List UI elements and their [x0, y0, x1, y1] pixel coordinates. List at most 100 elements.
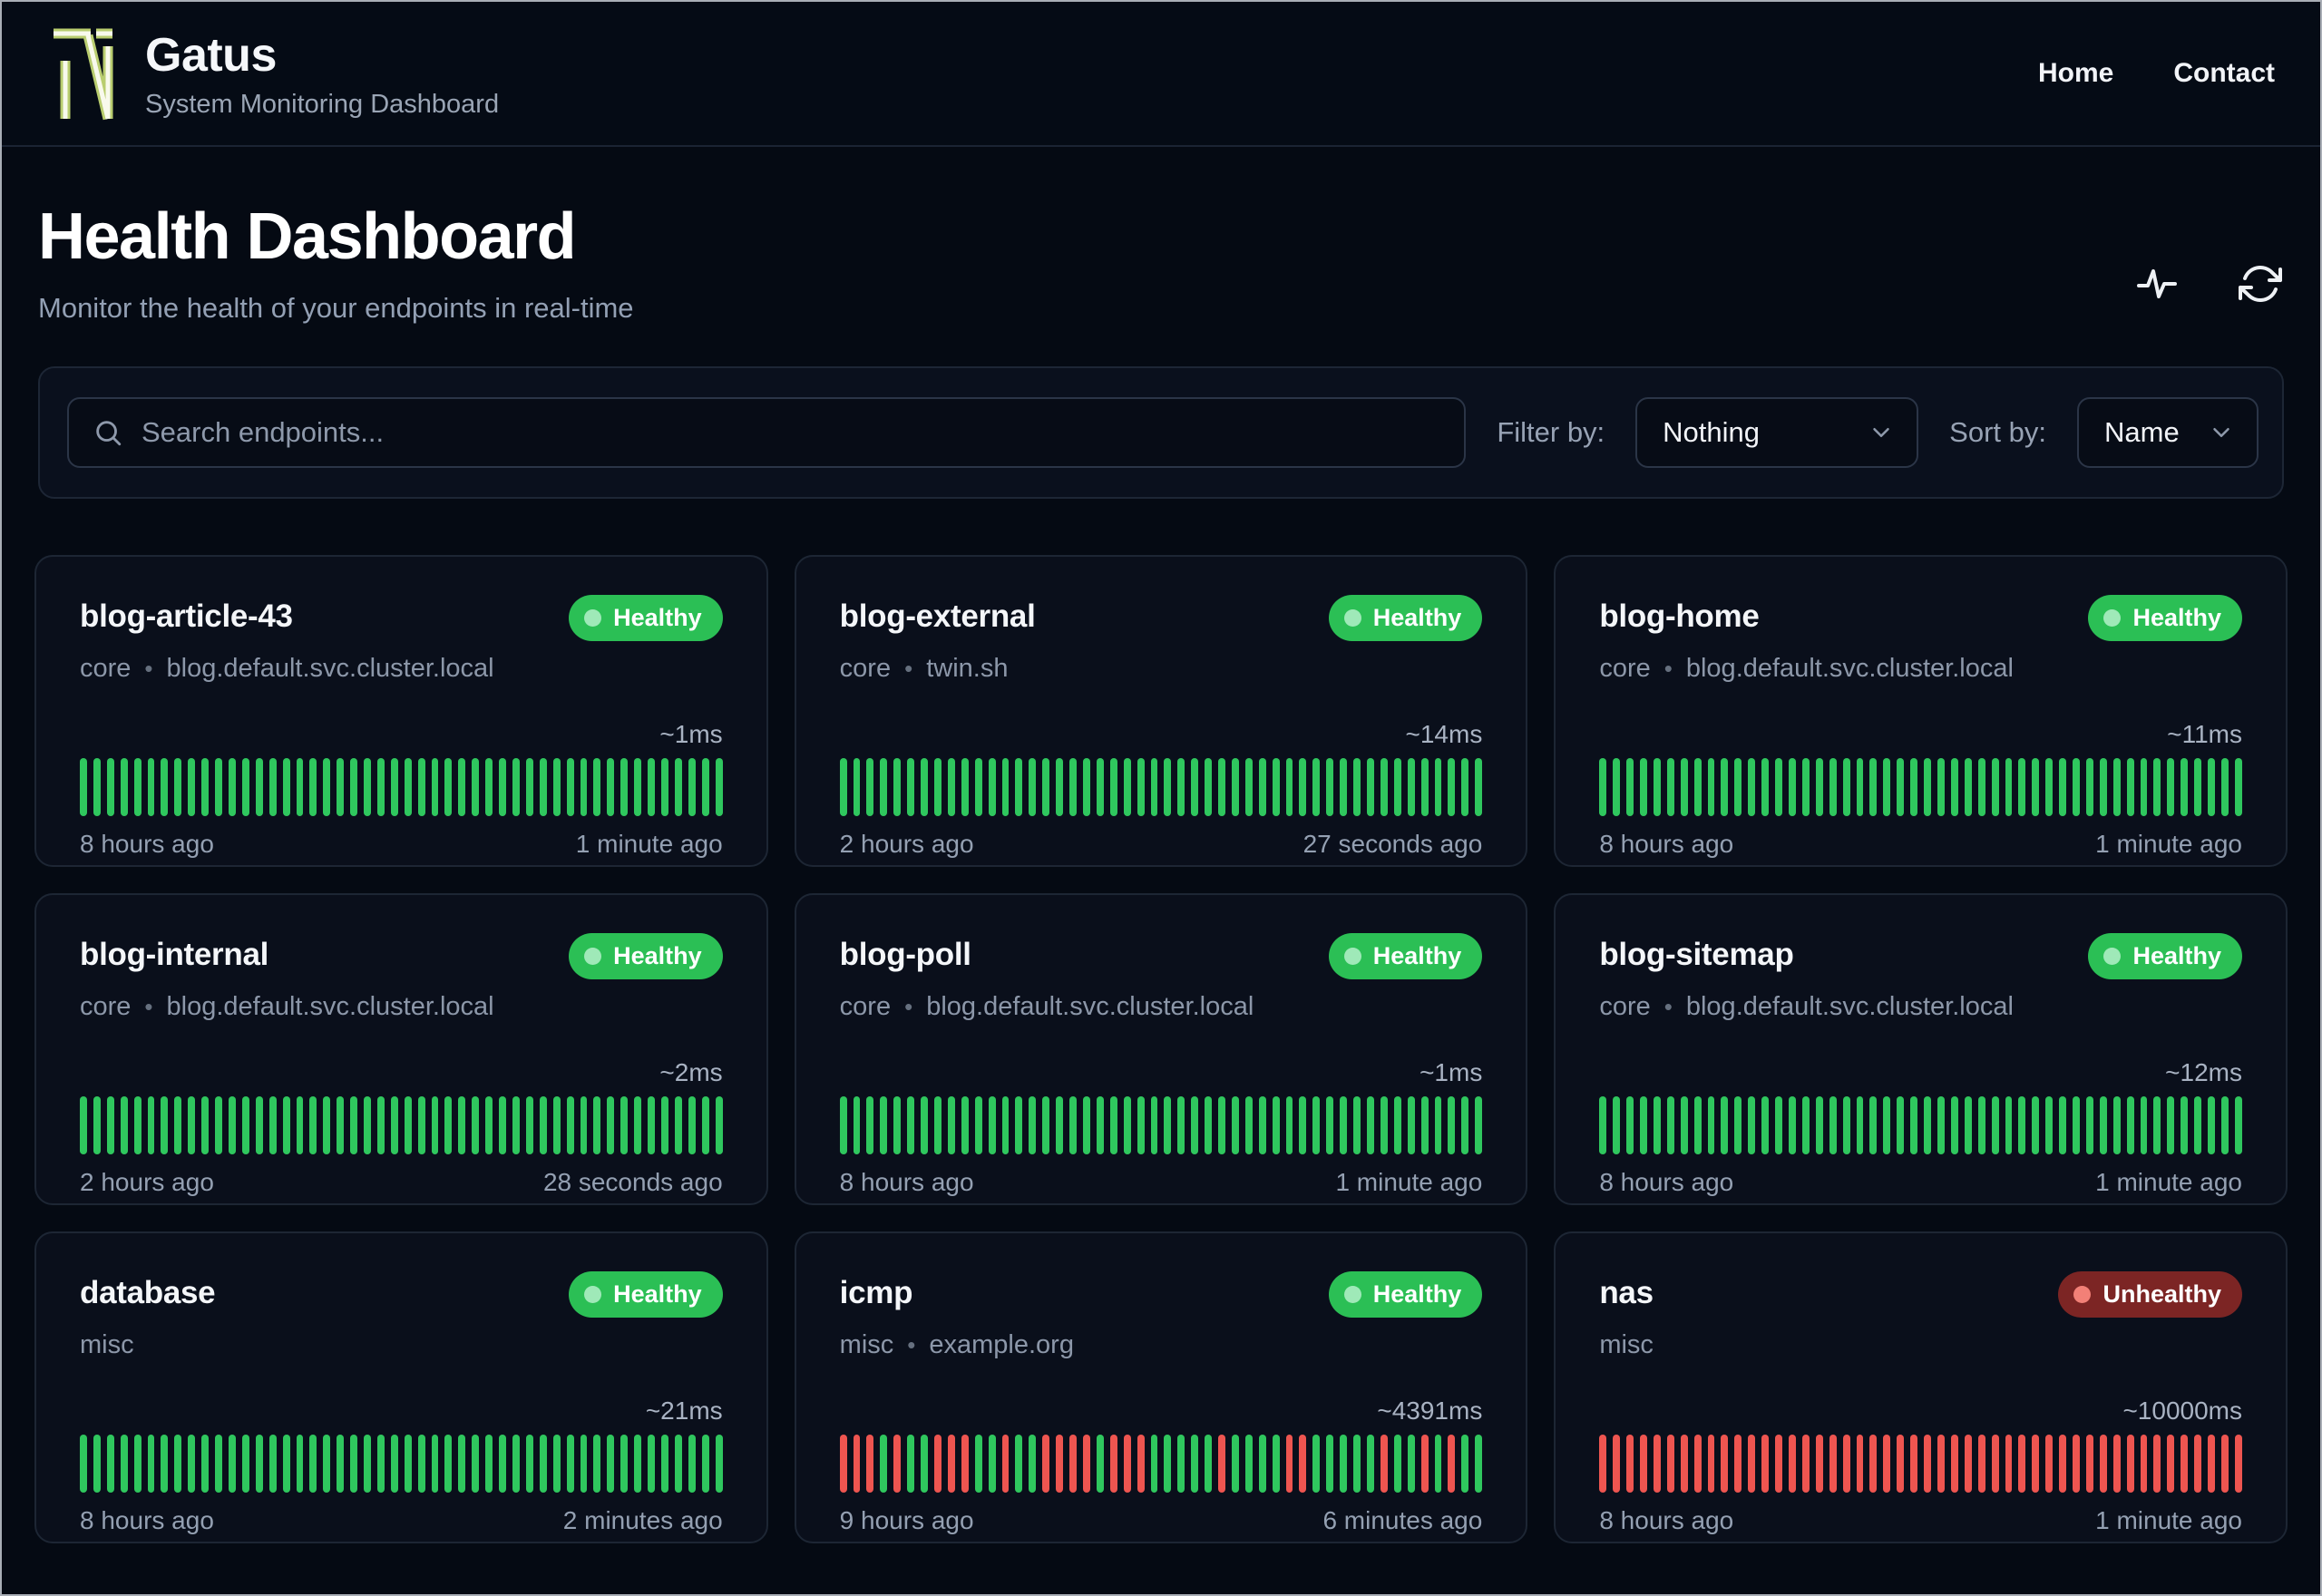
history-bar-success[interactable]: [350, 758, 358, 816]
history-bar-success[interactable]: [1244, 758, 1253, 816]
history-bar-success[interactable]: [201, 758, 210, 816]
history-bar-success[interactable]: [1977, 758, 1985, 816]
history-bar-success[interactable]: [1869, 758, 1878, 816]
history-bar-success[interactable]: [839, 1096, 847, 1154]
endpoint-card[interactable]: blog-sitemap Healthy core • blog.default…: [1554, 893, 2288, 1205]
history-bar-success[interactable]: [1856, 758, 1864, 816]
history-bar-success[interactable]: [1082, 758, 1090, 816]
history-bar-success[interactable]: [1910, 758, 1918, 816]
history-bar-failure[interactable]: [1420, 1435, 1429, 1493]
history-bar-success[interactable]: [1056, 1096, 1064, 1154]
history-bar-success[interactable]: [2073, 758, 2080, 816]
history-bar-success[interactable]: [499, 758, 506, 816]
history-bar-failure[interactable]: [2194, 1435, 2202, 1493]
history-bar-success[interactable]: [2140, 1096, 2148, 1154]
endpoint-card[interactable]: blog-article-43 Healthy core • blog.defa…: [34, 555, 768, 867]
history-bar-success[interactable]: [1964, 1096, 1972, 1154]
history-bar-success[interactable]: [2167, 1096, 2175, 1154]
history-bar-failure[interactable]: [1842, 1435, 1850, 1493]
history-bar-success[interactable]: [620, 1096, 629, 1154]
history-bar-success[interactable]: [1001, 758, 1010, 816]
history-bar-success[interactable]: [1626, 758, 1634, 816]
history-bar-success[interactable]: [1599, 758, 1607, 816]
history-bar-success[interactable]: [1721, 758, 1729, 816]
history-bar-success[interactable]: [147, 1096, 155, 1154]
history-bar-success[interactable]: [364, 1435, 371, 1493]
history-bar-success[interactable]: [961, 758, 969, 816]
history-bar-success[interactable]: [404, 1096, 412, 1154]
history-bar-success[interactable]: [512, 1096, 520, 1154]
history-bar-failure[interactable]: [1950, 1435, 1958, 1493]
history-bar-success[interactable]: [525, 1096, 533, 1154]
history-bar-success[interactable]: [2181, 758, 2189, 816]
history-bar-success[interactable]: [1258, 1096, 1266, 1154]
history-bar-success[interactable]: [1407, 1096, 1415, 1154]
filter-select[interactable]: Nothing: [1635, 397, 1919, 468]
history-bar-success[interactable]: [880, 1096, 888, 1154]
history-bar-success[interactable]: [80, 1435, 87, 1493]
history-bar-success[interactable]: [525, 758, 533, 816]
history-bar-success[interactable]: [458, 1435, 466, 1493]
history-bar-success[interactable]: [1910, 1096, 1918, 1154]
history-bar-success[interactable]: [472, 1096, 480, 1154]
history-bar-failure[interactable]: [1380, 1435, 1388, 1493]
history-bar-success[interactable]: [1340, 1435, 1348, 1493]
history-bar-success[interactable]: [215, 758, 222, 816]
history-bar-success[interactable]: [539, 758, 547, 816]
history-bar-success[interactable]: [1666, 758, 1674, 816]
history-bar-success[interactable]: [1258, 758, 1266, 816]
history-bar-success[interactable]: [1109, 758, 1117, 816]
history-bar-success[interactable]: [1950, 1096, 1958, 1154]
history-bar-failure[interactable]: [2112, 1435, 2121, 1493]
history-bar-success[interactable]: [934, 1096, 941, 1154]
history-bar-success[interactable]: [201, 1435, 210, 1493]
history-bar-success[interactable]: [106, 1435, 114, 1493]
history-bar-success[interactable]: [255, 1096, 263, 1154]
history-bar-success[interactable]: [607, 758, 615, 816]
history-bar-success[interactable]: [853, 758, 861, 816]
history-bar-failure[interactable]: [1218, 1435, 1225, 1493]
history-bar-success[interactable]: [1137, 758, 1145, 816]
history-bar-success[interactable]: [174, 1435, 182, 1493]
history-bar-failure[interactable]: [2032, 1435, 2040, 1493]
history-bar-success[interactable]: [2112, 1096, 2121, 1154]
history-bar-success[interactable]: [1897, 1096, 1905, 1154]
history-bar-success[interactable]: [1707, 758, 1715, 816]
history-bar-success[interactable]: [1082, 1096, 1090, 1154]
history-bar-success[interactable]: [1326, 1435, 1334, 1493]
history-bar-success[interactable]: [880, 1435, 888, 1493]
history-bar-failure[interactable]: [2126, 1435, 2134, 1493]
history-bar-success[interactable]: [1897, 758, 1905, 816]
history-bar-success[interactable]: [241, 1096, 249, 1154]
history-bar-success[interactable]: [1924, 758, 1931, 816]
history-bar-success[interactable]: [1056, 758, 1064, 816]
history-bar-success[interactable]: [309, 1096, 317, 1154]
history-bar-failure[interactable]: [2208, 1435, 2216, 1493]
history-bar-success[interactable]: [566, 1096, 574, 1154]
history-bar-success[interactable]: [1137, 1096, 1145, 1154]
history-bar-success[interactable]: [1883, 1096, 1891, 1154]
history-bar-success[interactable]: [2181, 1096, 2189, 1154]
history-bar-success[interactable]: [188, 1096, 196, 1154]
history-bar-success[interactable]: [2085, 1096, 2093, 1154]
history-bar-success[interactable]: [2126, 1096, 2134, 1154]
history-bar-success[interactable]: [893, 1096, 902, 1154]
history-bar-success[interactable]: [1924, 1096, 1931, 1154]
history-bar-success[interactable]: [1653, 1096, 1661, 1154]
history-bar-failure[interactable]: [1789, 1435, 1796, 1493]
history-bar-failure[interactable]: [1680, 1435, 1688, 1493]
history-bar-failure[interactable]: [2005, 1435, 2013, 1493]
history-bar-success[interactable]: [417, 758, 425, 816]
history-bar-failure[interactable]: [1082, 1435, 1090, 1493]
history-bar-failure[interactable]: [1707, 1435, 1715, 1493]
history-bar-success[interactable]: [1950, 758, 1958, 816]
history-bar-success[interactable]: [580, 758, 588, 816]
history-bar-success[interactable]: [701, 758, 709, 816]
endpoint-card[interactable]: blog-home Healthy core • blog.default.sv…: [1554, 555, 2288, 867]
history-bar-success[interactable]: [512, 1435, 520, 1493]
history-bar-success[interactable]: [907, 1435, 915, 1493]
history-bar-success[interactable]: [472, 1435, 480, 1493]
history-bar-failure[interactable]: [1829, 1435, 1837, 1493]
history-bar-success[interactable]: [337, 1096, 345, 1154]
history-bar-failure[interactable]: [1869, 1435, 1878, 1493]
